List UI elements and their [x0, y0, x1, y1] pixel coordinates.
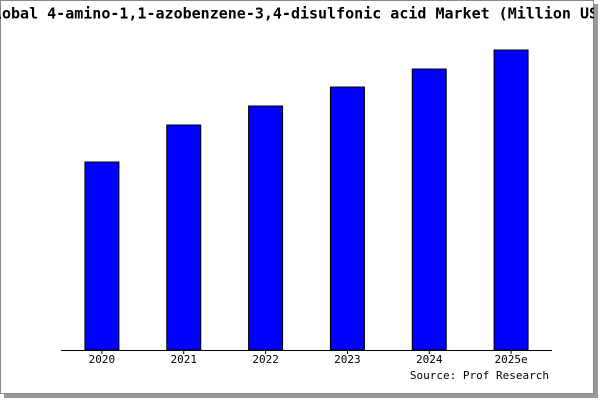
bar — [166, 124, 202, 351]
bar — [329, 86, 365, 351]
bar — [84, 161, 120, 351]
x-tick-label: 2022 — [252, 353, 279, 366]
bar — [493, 49, 529, 351]
x-tick-label: 2024 — [416, 353, 443, 366]
bar — [248, 105, 284, 351]
bar — [411, 68, 447, 351]
x-tick-label: 2020 — [89, 353, 116, 366]
x-tick-label: 2023 — [334, 353, 361, 366]
x-tick-label: 2021 — [171, 353, 198, 366]
plot-area: 2020 2021 2022 2023 2024 2025e — [61, 49, 552, 366]
source-note: Source: Prof Research — [410, 369, 549, 382]
chart-title: Global 4-amino-1,1-azobenzene-3,4-disulf… — [0, 5, 600, 23]
x-tick-label: 2025e — [495, 353, 528, 366]
